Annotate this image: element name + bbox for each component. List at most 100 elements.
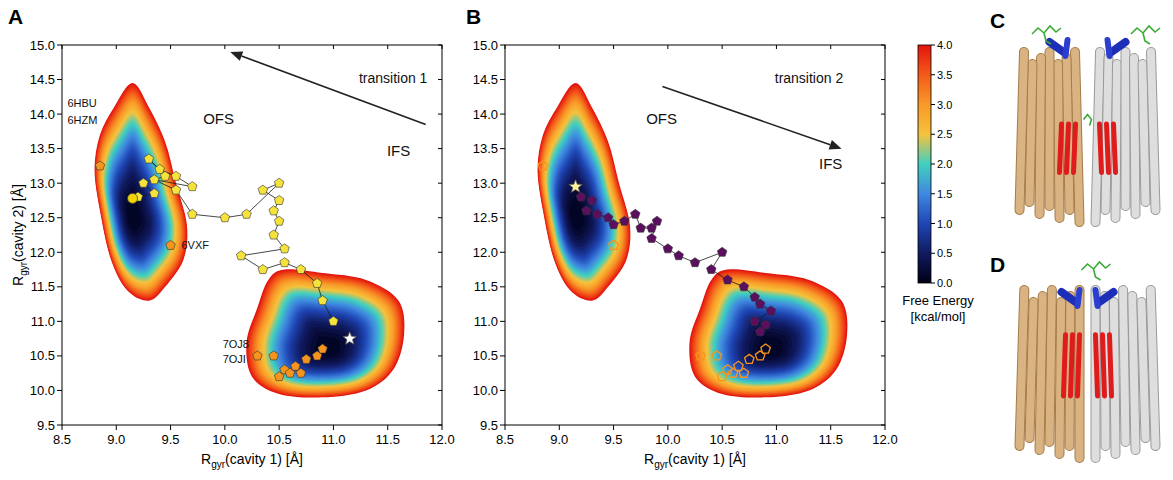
colorbar-tick [931, 283, 935, 284]
energy-contour [107, 127, 169, 273]
point-marker [690, 258, 700, 267]
x-tick [442, 425, 443, 430]
y-tick-right [881, 114, 885, 115]
y-tick-right [881, 425, 885, 426]
energy-contour [542, 97, 625, 292]
y-tick-label: 13.5 [473, 141, 498, 156]
y-tick-label: 13.0 [30, 176, 55, 191]
energy-contour [550, 127, 612, 273]
point-marker [274, 372, 284, 381]
energy-contour [124, 188, 145, 237]
colorbar-tick [931, 223, 935, 224]
point-marker [274, 195, 284, 204]
plot-background [62, 45, 442, 425]
energy-contour [101, 107, 177, 286]
y-tick-label: 10.5 [30, 348, 55, 363]
x-tick-top [505, 45, 506, 49]
energy-contour [570, 196, 585, 230]
panel-letter: A [8, 5, 23, 28]
energy-contour [99, 99, 181, 291]
energy-contour [555, 144, 606, 263]
y-tick [57, 355, 62, 356]
energy-contour [721, 300, 818, 379]
energy-contour [296, 318, 357, 368]
point-marker [755, 327, 765, 336]
x-tick-top [116, 45, 117, 49]
x-tick [387, 425, 388, 430]
energy-contour [255, 278, 396, 393]
energy-contour [265, 287, 388, 386]
point-marker [296, 368, 306, 377]
trajectory-line [581, 197, 771, 332]
energy-contour [552, 133, 611, 271]
x-tick-top [830, 45, 831, 49]
y-tick [500, 148, 505, 149]
energy-contour [119, 170, 152, 247]
helix [1151, 52, 1156, 210]
point-marker [258, 185, 268, 194]
energy-contour [276, 299, 376, 380]
y-tick-right [881, 45, 885, 46]
axis-title-sub: gyr [18, 261, 29, 276]
axis-title-tail: (cavity 2) [Å] [10, 184, 26, 262]
x-tick-label: 11.5 [376, 432, 400, 447]
y-tick-label: 14.5 [473, 72, 498, 87]
point-marker [269, 351, 279, 360]
transition-arrow [242, 56, 426, 124]
x-tick [505, 425, 506, 430]
y-tick [500, 252, 505, 253]
energy-contour [266, 289, 386, 386]
energy-contour [294, 316, 360, 370]
energy-contour [724, 304, 814, 377]
core-helix [1074, 124, 1076, 172]
point-marker [318, 344, 328, 353]
energy-contour [100, 101, 180, 290]
gate-helix [1078, 290, 1080, 306]
y-tick-right [881, 217, 885, 218]
point-marker [766, 306, 776, 315]
point-marker [171, 185, 181, 194]
x-tick-label: 10.0 [212, 432, 237, 447]
x-tick-label: 11.0 [764, 432, 788, 447]
energy-contour [549, 125, 613, 275]
energy-contour [103, 113, 175, 282]
point-marker [269, 230, 279, 239]
colorbar-tick-label: 3.0 [937, 99, 952, 111]
energy-contour [732, 311, 807, 372]
energy-contour [267, 290, 384, 385]
y-tick [500, 390, 505, 391]
trajectory-line [138, 159, 333, 321]
point-marker [150, 175, 160, 184]
y-tick [57, 114, 62, 115]
helix-outline [1030, 302, 1034, 438]
arrow-head [829, 140, 842, 149]
x-tick [722, 425, 723, 430]
energy-contour [104, 118, 173, 279]
y-tick-label: 13.5 [30, 141, 55, 156]
energy-contour [258, 281, 393, 390]
state-label: IFS [387, 142, 410, 159]
arrow-head [230, 51, 243, 60]
energy-contour [538, 83, 631, 301]
axis-title-main: R [10, 276, 26, 286]
helix [1143, 64, 1146, 202]
point-marker [296, 265, 306, 274]
energy-contour [117, 161, 156, 252]
helix-outline [1132, 296, 1135, 450]
x-tick-label: 12.0 [429, 432, 454, 447]
y-tick [500, 425, 505, 426]
point-marker [236, 251, 246, 260]
helix-outline [1100, 296, 1111, 446]
energy-contour [547, 116, 617, 281]
point-marker [95, 161, 105, 170]
energy-contour [97, 90, 185, 297]
energy-contour [695, 274, 843, 394]
x-tick-label: 11.5 [819, 432, 843, 447]
point-marker [755, 299, 765, 308]
energy-contour [306, 327, 349, 362]
energy-contour [115, 154, 159, 257]
y-tick-label: 12.0 [30, 245, 55, 260]
energy-contour [121, 175, 150, 244]
energy-contour [99, 97, 182, 292]
plot-frame [505, 45, 885, 425]
